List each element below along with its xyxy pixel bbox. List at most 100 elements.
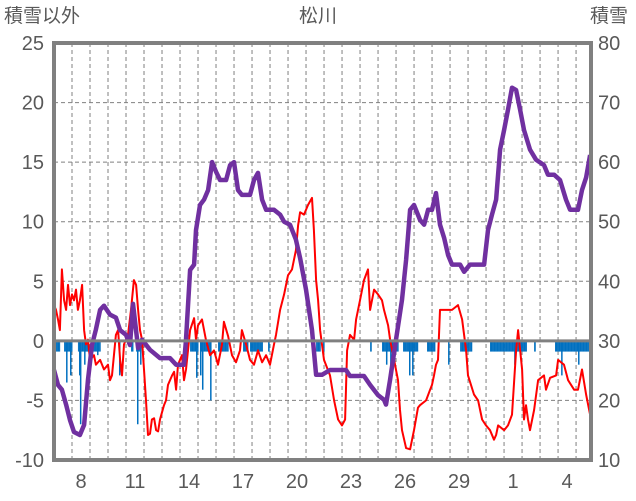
precip-bar (243, 340, 245, 352)
precip-bar (434, 340, 436, 352)
x-tick-label: 23 (340, 471, 362, 493)
precip-bar (247, 340, 249, 352)
precip-bar (244, 340, 246, 352)
precip-bar (268, 340, 269, 352)
y-left-tick-label: 20 (22, 93, 44, 115)
precip-bar (569, 340, 571, 352)
precip-bar (501, 340, 503, 352)
precip-bar (492, 340, 494, 352)
precip-bar (579, 340, 581, 352)
precip-bar (534, 340, 536, 352)
precip-bar (194, 340, 196, 352)
precip-bar (79, 340, 81, 376)
precip-bar (407, 340, 409, 352)
precip-bar (223, 340, 225, 352)
y-right-tick-label: 60 (598, 152, 620, 174)
precip-bar (59, 340, 61, 352)
precip-bar (466, 340, 468, 352)
precip-bar (572, 340, 574, 352)
precip-bar (250, 340, 251, 352)
precip-bar (505, 340, 507, 352)
precip-bar (205, 340, 207, 352)
precip-bar (427, 340, 428, 352)
precip-bar (197, 340, 199, 352)
precip-bar (577, 340, 579, 352)
precip-bar (499, 340, 501, 352)
precip-bar (253, 340, 255, 352)
precip-bar (67, 340, 69, 352)
precip-bar (493, 340, 494, 352)
precip-bar (581, 340, 583, 352)
precip-bar (463, 340, 465, 352)
precip-bar (574, 340, 576, 352)
y-axis-right-title: 積雪 (590, 5, 628, 27)
precip-bar (226, 340, 228, 352)
precip-bar (413, 340, 415, 352)
precip-bar (514, 340, 516, 365)
precip-bar (397, 340, 399, 352)
precip-bar (432, 340, 434, 352)
precip-bar (403, 340, 405, 352)
precip-bar (524, 340, 526, 352)
precip-bar (384, 340, 386, 352)
y-left-tick-label: 5 (33, 271, 44, 293)
precip-bar (554, 340, 556, 352)
precip-bar (470, 340, 472, 352)
y-left-tick-label: -5 (26, 390, 44, 412)
precip-bar (433, 340, 434, 352)
precip-bar (567, 340, 569, 352)
y-right-tick-label: 10 (598, 450, 620, 472)
precip-bar (381, 340, 383, 352)
precip-bar (196, 340, 198, 378)
precip-bar (575, 340, 577, 352)
precip-bar (460, 340, 462, 352)
precip-bar (385, 340, 388, 365)
precip-bar (210, 340, 212, 401)
precip-bar (317, 340, 319, 352)
precip-bar (57, 340, 59, 352)
precip-bar (469, 340, 471, 352)
precip-bar (257, 340, 259, 352)
precip-bar (98, 340, 100, 352)
y-axis-right: 10 20 30 40 50 60 70 80 (598, 33, 620, 472)
precip-bar (387, 340, 389, 352)
precip-bar (261, 340, 263, 352)
precip-bar (534, 340, 536, 352)
precip-bar (95, 340, 97, 352)
precip-bar (557, 340, 559, 352)
precip-bar (208, 340, 210, 352)
precip-bar (319, 340, 321, 352)
precip-bar (503, 340, 505, 352)
precip-bar (71, 340, 73, 352)
precip-bar (70, 340, 72, 376)
precip-bar (468, 340, 470, 352)
precip-bar (258, 340, 260, 352)
precip-bar (568, 340, 570, 352)
temperature-line (53, 196, 592, 451)
precip-bar (448, 340, 450, 365)
precip-bar (203, 340, 205, 352)
precip-bar (584, 340, 586, 352)
precip-bar (586, 340, 588, 352)
precip-bar (227, 340, 229, 352)
precip-bar (504, 340, 506, 352)
precip-bar (582, 340, 584, 352)
x-tick-label: 14 (178, 471, 200, 493)
precip-bar (190, 340, 191, 352)
y-right-tick-label: 70 (598, 93, 620, 115)
precip-bar (262, 340, 263, 352)
y-right-tick-label: 50 (598, 212, 620, 234)
x-tick-label: 29 (448, 471, 470, 493)
precip-bar (523, 340, 525, 352)
precip-bar (81, 340, 83, 352)
precip-bar (255, 340, 257, 352)
precip-bar (521, 340, 523, 352)
precip-bar (430, 340, 432, 352)
precip-bar (502, 340, 503, 352)
precip-bar (388, 340, 390, 352)
precip-bar (140, 340, 142, 365)
precip-bar (510, 340, 512, 352)
precip-bar (136, 340, 139, 425)
precip-bar (316, 340, 318, 352)
